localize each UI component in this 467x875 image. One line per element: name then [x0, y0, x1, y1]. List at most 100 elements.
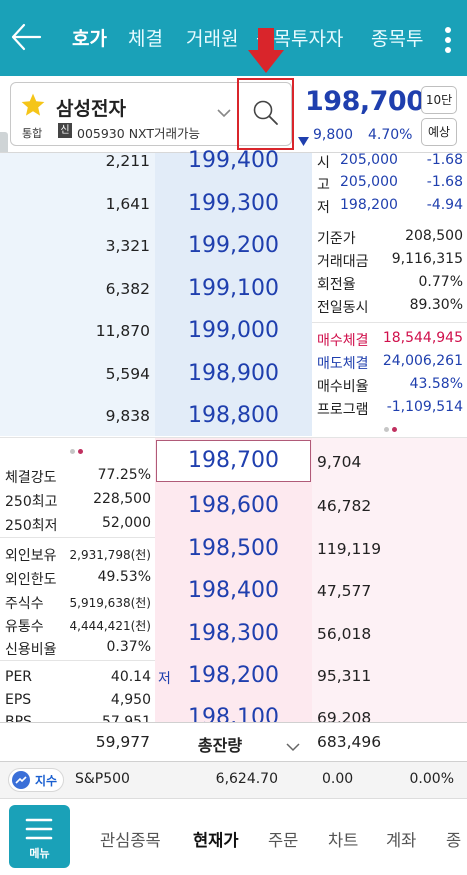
- foreign-value: 2,931,798(천): [69, 548, 151, 562]
- sell-total: 59,977: [95, 733, 150, 751]
- shares-label: 주식수: [5, 596, 44, 612]
- more-menu-icon[interactable]: [438, 22, 458, 56]
- low250-value: 52,000: [102, 515, 151, 531]
- base-price-label: 기준가: [317, 231, 356, 247]
- menu-button[interactable]: 메뉴: [9, 805, 70, 868]
- side-drawer-handle[interactable]: [0, 132, 8, 156]
- turnover-value: 0.77%: [418, 274, 463, 290]
- sell-qty[interactable]: 5,594: [105, 365, 150, 383]
- sell-qty[interactable]: 11,870: [95, 322, 150, 340]
- bps-label: BPS: [5, 714, 32, 722]
- stock-name[interactable]: 삼성전자: [56, 98, 126, 120]
- index-value: 6,624.70: [215, 771, 278, 787]
- buy-qty[interactable]: 56,018: [317, 625, 372, 643]
- turnover-label: 회전율: [317, 277, 356, 293]
- buy-price[interactable]: 198,600: [188, 493, 279, 518]
- top-app-bar: [0, 0, 467, 76]
- tab-hoga[interactable]: 호가: [72, 28, 107, 50]
- sell-price[interactable]: 199,100: [188, 276, 279, 301]
- per-value: 40.14: [110, 669, 151, 685]
- search-icon[interactable]: [250, 97, 282, 129]
- prevday-value: 89.30%: [409, 297, 463, 313]
- sell-price[interactable]: 198,800: [188, 403, 279, 428]
- nav-order[interactable]: 주문: [268, 831, 299, 850]
- index-ticker-row[interactable]: [0, 762, 467, 798]
- high250-label: 250최고: [5, 494, 58, 510]
- base-price-value: 208,500: [405, 228, 463, 244]
- sell-qty[interactable]: 2,211: [105, 152, 150, 170]
- buy-ratio-label: 매수비율: [317, 379, 369, 395]
- program-value: -1,109,514: [386, 399, 463, 415]
- chevron-down-icon[interactable]: [286, 737, 300, 756]
- star-icon[interactable]: [20, 92, 46, 118]
- info-row-clip: BPS 57,951: [0, 712, 155, 722]
- buy-price[interactable]: 198,100: [188, 705, 279, 722]
- buy-price[interactable]: 198,500: [188, 536, 279, 561]
- tab-overflow[interactable]: 종목투: [371, 28, 424, 50]
- price-change: 9,800: [313, 127, 354, 143]
- price-change-pct: 4.70%: [368, 127, 413, 143]
- open-pct: -1.68: [426, 152, 463, 168]
- sell-qty[interactable]: 1,641: [105, 195, 150, 213]
- low-label: 저: [317, 200, 330, 216]
- back-arrow-icon[interactable]: [10, 20, 42, 54]
- buy-qty[interactable]: 47,577: [317, 582, 372, 600]
- bps-value: 57,951: [102, 714, 151, 722]
- sell-qty[interactable]: 3,321: [105, 237, 150, 255]
- buy-exec-value: 18,544,945: [382, 330, 463, 346]
- credit-ratio-label: 신용비율: [5, 642, 57, 658]
- current-price: 198,700: [305, 86, 425, 117]
- high-pct: -1.68: [426, 174, 463, 190]
- sell-price[interactable]: 199,000: [188, 318, 279, 343]
- page-dot: [384, 427, 389, 432]
- buy-total: 683,496: [317, 733, 382, 751]
- sell-price[interactable]: 199,400: [188, 148, 279, 173]
- buy-qty[interactable]: 46,782: [317, 497, 372, 515]
- low-marker: 저: [158, 671, 171, 687]
- credit-badge: 신: [58, 123, 72, 138]
- buy-qty[interactable]: 95,311: [317, 667, 372, 685]
- buy-exec-label: 매수체결: [317, 333, 369, 349]
- chevron-down-icon[interactable]: [217, 103, 231, 118]
- trade-amount-label: 거래대금: [317, 254, 369, 270]
- sell-exec-label: 매도체결: [317, 356, 369, 372]
- page-dot-active: [78, 449, 83, 454]
- stock-selector[interactable]: [10, 82, 292, 146]
- buy-qty-column: [312, 437, 467, 722]
- buy-row-clip: 198,100: [155, 700, 312, 722]
- tab-investors[interactable]: 종목투자자: [256, 28, 344, 50]
- sell-price[interactable]: 199,200: [188, 233, 279, 258]
- index-badge-label: 지수: [35, 774, 58, 788]
- buy-qty[interactable]: 69,208: [317, 709, 372, 722]
- buy-price[interactable]: 198,200: [188, 663, 279, 688]
- buy-qty[interactable]: 9,704: [317, 453, 362, 471]
- forecast-button[interactable]: 예상: [421, 118, 457, 146]
- down-triangle-icon: [298, 131, 309, 150]
- low-value: 198,200: [340, 197, 398, 213]
- tab-trades[interactable]: 체결: [128, 28, 163, 50]
- index-pct: 0.00%: [409, 771, 454, 787]
- low250-label: 250최저: [5, 518, 58, 534]
- nav-current-price[interactable]: 현재가: [193, 831, 239, 850]
- total-remaining-selector[interactable]: 총잔량: [197, 736, 243, 755]
- buy-price[interactable]: 198,300: [188, 621, 279, 646]
- page-dot-active: [392, 427, 397, 432]
- buy-price[interactable]: 198,400: [188, 578, 279, 603]
- info-divider: [0, 660, 155, 661]
- buy-price[interactable]: 198,700: [188, 448, 279, 473]
- per-label: PER: [5, 669, 33, 685]
- nav-account[interactable]: 계좌: [386, 831, 417, 850]
- sell-qty[interactable]: 6,382: [105, 280, 150, 298]
- sell-price[interactable]: 198,900: [188, 361, 279, 386]
- nav-overflow[interactable]: 종: [446, 831, 462, 850]
- nav-chart[interactable]: 차트: [328, 831, 359, 850]
- sell-qty[interactable]: 9,838: [105, 407, 150, 425]
- high-label: 고: [317, 177, 330, 193]
- sell-price[interactable]: 199,300: [188, 191, 279, 216]
- nav-watchlist[interactable]: 관심종목: [100, 831, 161, 850]
- ten-level-button[interactable]: 10단: [421, 86, 457, 114]
- menu-label: 메뉴: [29, 847, 50, 860]
- search-highlight-annotation: [237, 78, 294, 150]
- tab-brokers[interactable]: 거래원: [186, 28, 239, 50]
- buy-qty[interactable]: 119,119: [317, 540, 382, 558]
